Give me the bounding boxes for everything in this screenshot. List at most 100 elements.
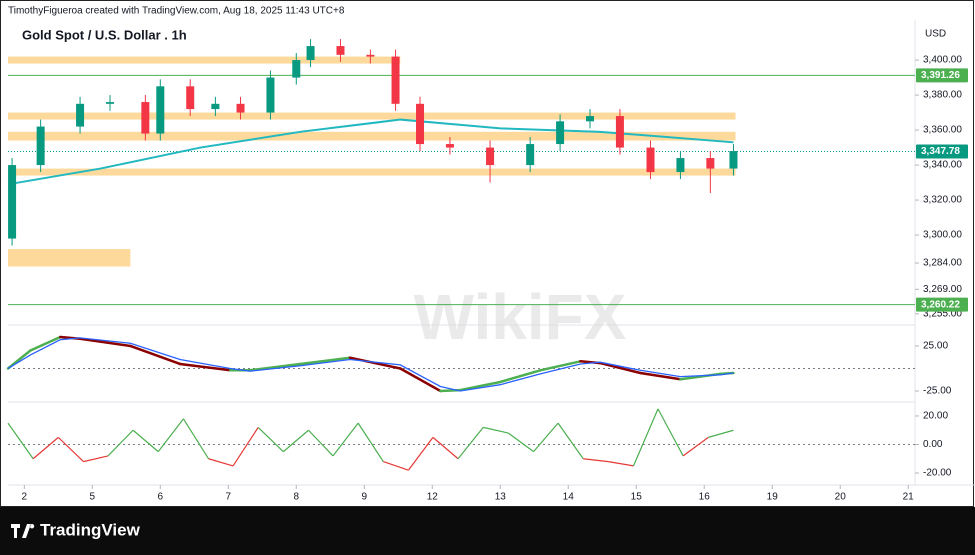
oscillator-segment bbox=[232, 427, 259, 467]
plot-layer: 3,400.00 3,380.00 3,360.00 3,340.00 3,320.00… bbox=[6, 39, 968, 503]
oscillator-segment bbox=[508, 432, 534, 453]
zone bbox=[8, 249, 131, 267]
candle-body bbox=[416, 103, 425, 145]
oscillator-segment bbox=[107, 429, 134, 457]
price-badge-label: 3,260.22 bbox=[921, 299, 960, 310]
oscillator-segment bbox=[332, 422, 359, 457]
candle-body bbox=[676, 158, 685, 173]
oscillator-segment bbox=[357, 422, 384, 462]
footer-text: TradingView bbox=[40, 520, 141, 539]
footer-logo bbox=[11, 524, 35, 538]
y-tick-label: -25.00 bbox=[923, 386, 952, 397]
zone bbox=[8, 168, 736, 176]
oscillator-segment bbox=[557, 422, 584, 460]
x-tick-label: 15 bbox=[631, 492, 643, 503]
y-tick-label: 3,360.00 bbox=[923, 125, 962, 136]
macd-segment bbox=[78, 337, 132, 348]
x-tick-label: 21 bbox=[903, 492, 915, 503]
zone bbox=[8, 56, 401, 64]
candle-body bbox=[615, 116, 624, 148]
y-tick-label: 3,269.00 bbox=[923, 284, 962, 295]
x-tick-label: 5 bbox=[90, 492, 96, 503]
y-tick-label: 3,340.00 bbox=[923, 160, 962, 171]
y-tick-label: 3,255.00 bbox=[923, 308, 962, 319]
macd-segment bbox=[178, 362, 232, 372]
macd-segment bbox=[248, 362, 302, 372]
price-badge-label: 3,391.26 bbox=[921, 70, 960, 81]
chart-title: Gold Spot / U.S. Dollar . 1h bbox=[22, 27, 187, 42]
candle-body bbox=[266, 77, 275, 113]
oscillator-segment bbox=[457, 427, 484, 460]
oscillator-segment bbox=[83, 455, 109, 463]
macd-segment bbox=[348, 356, 402, 370]
currency-label: USD bbox=[925, 29, 946, 40]
y-tick-label: 3,300.00 bbox=[923, 230, 962, 241]
x-tick-label: 19 bbox=[767, 492, 779, 503]
oscillator-segment bbox=[208, 458, 234, 467]
candle-body bbox=[646, 147, 655, 173]
macd-segment bbox=[639, 371, 682, 381]
oscillator-segment bbox=[657, 408, 684, 457]
candle-body bbox=[186, 86, 195, 110]
oscillator-segment bbox=[282, 429, 309, 453]
footer-bar bbox=[0, 507, 975, 555]
candle-body bbox=[8, 165, 17, 239]
oscillator-segment bbox=[432, 436, 459, 460]
candle-body bbox=[236, 103, 245, 113]
oscillator-segment bbox=[533, 422, 559, 453]
oscillator-segment bbox=[383, 461, 409, 471]
candle-body bbox=[526, 144, 535, 166]
y-tick-label: 25.00 bbox=[923, 341, 948, 352]
oscillator-segment bbox=[257, 426, 284, 453]
candle-body bbox=[141, 102, 150, 134]
candle-body bbox=[76, 103, 85, 127]
logo-mark bbox=[11, 524, 35, 538]
y-tick-label: 3,380.00 bbox=[923, 90, 962, 101]
x-tick-label: 9 bbox=[361, 492, 367, 503]
macd-segment bbox=[539, 360, 582, 372]
oscillator-segment bbox=[7, 422, 34, 460]
oscillator-segment bbox=[483, 426, 509, 434]
macd-segment bbox=[458, 380, 502, 392]
macd-segment bbox=[29, 335, 62, 352]
macd-segment bbox=[299, 356, 352, 366]
signal-line bbox=[7, 337, 734, 392]
oscillator-segment bbox=[407, 437, 434, 471]
price-badge-label: 3,347.78 bbox=[921, 146, 960, 157]
x-tick-label: 16 bbox=[699, 492, 711, 503]
x-tick-label: 2 bbox=[22, 492, 28, 503]
watermark: WikiFX bbox=[414, 281, 627, 353]
macd-segment bbox=[598, 361, 642, 375]
price-badge bbox=[916, 144, 968, 159]
candle-body bbox=[586, 116, 595, 122]
candle-body bbox=[729, 151, 738, 169]
x-tick-label: 12 bbox=[427, 492, 439, 503]
x-tick-label: 6 bbox=[158, 492, 164, 503]
zone bbox=[8, 112, 736, 120]
oscillator-segment bbox=[57, 436, 84, 463]
candle-body bbox=[706, 158, 715, 169]
oscillator-segment bbox=[32, 436, 59, 460]
y-tick-label: 0.00 bbox=[923, 439, 943, 450]
price-badge bbox=[916, 68, 968, 83]
x-tick-label: 14 bbox=[563, 492, 575, 503]
oscillator-segment bbox=[632, 408, 659, 467]
x-tick-label: 13 bbox=[495, 492, 507, 503]
y-tick-label: -20.00 bbox=[923, 468, 952, 479]
frame bbox=[0, 0, 974, 507]
oscillator-segment bbox=[682, 436, 709, 457]
oscillator-segment bbox=[608, 461, 634, 467]
oscillator-segment bbox=[583, 458, 609, 463]
y-tick-label: 20.00 bbox=[923, 411, 948, 422]
candle-body bbox=[105, 102, 114, 104]
candle-body bbox=[556, 121, 565, 145]
candle-body bbox=[336, 46, 345, 55]
candle-body bbox=[391, 56, 400, 104]
price-badge bbox=[916, 297, 968, 312]
x-tick-label: 8 bbox=[294, 492, 300, 503]
candle-body bbox=[445, 144, 454, 148]
oscillator-segment bbox=[708, 429, 734, 438]
